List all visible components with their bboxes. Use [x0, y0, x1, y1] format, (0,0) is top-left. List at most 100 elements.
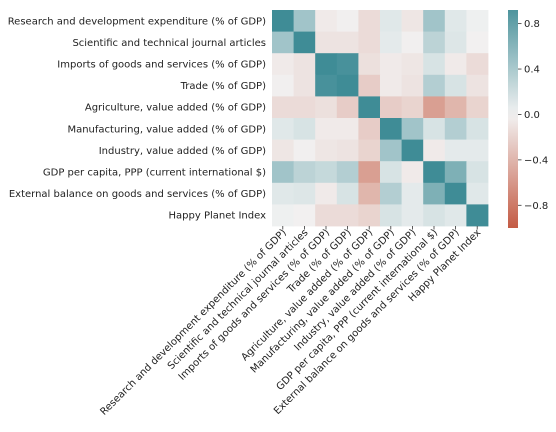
heatmap-cell — [380, 31, 402, 54]
heatmap-cell — [380, 96, 402, 119]
heatmap-cell — [336, 31, 359, 54]
heatmap-cell — [380, 10, 402, 32]
heatmap-cell — [336, 96, 359, 119]
heatmap-cell — [358, 53, 381, 76]
heatmap-cell — [444, 139, 467, 162]
heatmap-cell — [444, 31, 467, 54]
row-tick-labels: Research and development expenditure (% … — [8, 16, 266, 221]
heatmap-cell — [380, 139, 402, 162]
heatmap-cell — [401, 161, 424, 184]
column-tick-label: Scientific and technical journal article… — [166, 227, 311, 372]
row-tick-label: Scientific and technical journal article… — [72, 38, 266, 49]
heatmap-cell — [315, 96, 338, 119]
heatmap-cell — [466, 10, 489, 32]
heatmap-cell — [293, 204, 316, 227]
heatmap-cell — [380, 161, 402, 184]
heatmap-cell — [315, 31, 338, 54]
heatmap-cell — [401, 96, 424, 119]
heatmap-cell — [336, 182, 359, 205]
heatmap-cell — [336, 118, 359, 140]
row-tick-label: Agriculture, value added (% of GDP) — [85, 103, 266, 114]
heatmap-cell — [315, 161, 338, 184]
heatmap-cell — [466, 118, 489, 140]
heatmap-cell — [293, 31, 316, 54]
row-tick-label: Industry, value added (% of GDP) — [99, 146, 266, 157]
row-tick-label: Happy Planet Index — [169, 211, 267, 222]
heatmap-cell — [358, 74, 381, 97]
heatmap-cell — [358, 31, 381, 54]
colorbar-tick-label: 0.4 — [524, 65, 540, 76]
heatmap-cell — [466, 96, 489, 119]
heatmap-cell — [466, 204, 489, 227]
heatmap-cell — [466, 139, 489, 162]
heatmap-cell — [272, 161, 294, 184]
heatmap-cell — [444, 182, 467, 205]
heatmap-cell — [423, 139, 446, 162]
heatmap-cell — [293, 139, 316, 162]
heatmap-cell — [444, 161, 467, 184]
heatmap-cell — [315, 139, 338, 162]
heatmap-cell — [466, 31, 489, 54]
colorbar-tick-label: −0.8 — [524, 201, 548, 212]
colorbar-ticks: 0.8 0.4 0.0 −0.4 −0.8 — [518, 19, 548, 212]
row-tick-label: Manufacturing, value added (% of GDP) — [67, 124, 266, 135]
heatmap-cell — [380, 182, 402, 205]
heatmap-cell — [293, 118, 316, 140]
heatmap-cell — [444, 10, 467, 32]
heatmap-cell — [423, 182, 446, 205]
heatmap-cell — [444, 74, 467, 97]
heatmap-cell — [315, 10, 338, 32]
heatmap-cell — [380, 118, 402, 140]
heatmap-cell — [380, 204, 402, 227]
colorbar-tick-label: 0.8 — [524, 19, 540, 30]
heatmap-cell — [272, 182, 294, 205]
heatmap-cell — [423, 118, 446, 140]
heatmap-cell — [272, 118, 294, 140]
heatmap-cell — [358, 10, 381, 32]
heatmap-cell — [401, 118, 424, 140]
heatmap-cell — [423, 53, 446, 76]
row-tick-label: GDP per capita, PPP (current internation… — [43, 168, 266, 179]
heatmap-cell — [315, 118, 338, 140]
heatmap-cell — [380, 74, 402, 97]
heatmap-cell — [466, 53, 489, 76]
colorbar: 0.8 0.4 0.0 −0.4 −0.8 — [508, 10, 548, 228]
heatmap-cell — [358, 139, 381, 162]
heatmap-cell — [444, 96, 467, 119]
heatmap-cell — [272, 139, 294, 162]
heatmap-cell — [358, 182, 381, 205]
heatmap-cell — [293, 53, 316, 76]
heatmap-cell — [272, 53, 294, 76]
heatmap-cell — [444, 53, 467, 76]
heatmap-cell — [401, 31, 424, 54]
column-tick-labels: Research and development expenditure (% … — [98, 226, 483, 418]
heatmap-cell — [336, 204, 359, 227]
heatmap-cell — [272, 96, 294, 119]
heatmap-cell — [315, 74, 338, 97]
heatmap-cell — [466, 161, 489, 184]
heatmap-cell — [293, 161, 316, 184]
heatmap-cell — [293, 74, 316, 97]
heatmap-cell — [466, 74, 489, 97]
row-tick-label: Trade (% of GDP) — [180, 81, 266, 92]
heatmap-cell — [336, 139, 359, 162]
heatmap-cell — [423, 96, 446, 119]
heatmap-cell — [358, 96, 381, 119]
heatmap-cell — [380, 53, 402, 76]
heatmap-cell — [358, 161, 381, 184]
heatmap-cell — [272, 204, 294, 227]
heatmap-cell — [401, 10, 424, 32]
heatmap-cell — [358, 204, 381, 227]
heatmap-cell — [401, 74, 424, 97]
heatmap-cell — [272, 10, 294, 32]
colorbar-tick-label: −0.4 — [524, 155, 548, 166]
heatmap-cell — [336, 74, 359, 97]
colorbar-gradient — [508, 10, 518, 228]
heatmap-cell — [272, 74, 294, 97]
heatmap-cell — [336, 53, 359, 76]
heatmap-cell — [423, 10, 446, 32]
heatmap-cell — [401, 139, 424, 162]
column-tick-label: Research and development expenditure (% … — [98, 227, 288, 417]
heatmap-cell — [423, 161, 446, 184]
